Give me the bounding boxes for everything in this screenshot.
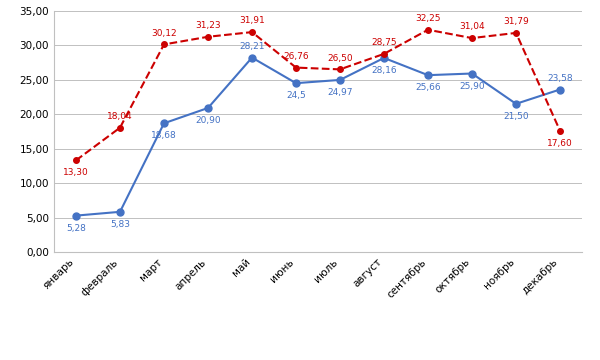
2011 — [73, 158, 80, 162]
Text: 5,28: 5,28 — [66, 224, 86, 233]
Text: 30,12: 30,12 — [151, 29, 177, 38]
Text: 25,90: 25,90 — [459, 81, 485, 90]
Text: 31,23: 31,23 — [195, 21, 221, 30]
2012 — [292, 81, 299, 85]
2012 — [116, 210, 124, 214]
2011 — [337, 67, 344, 72]
2012 — [73, 213, 80, 218]
2012 — [337, 78, 344, 82]
2011 — [205, 35, 212, 39]
2012 — [248, 55, 256, 60]
2012 — [469, 71, 476, 76]
2012 — [160, 121, 167, 125]
2012 — [205, 106, 212, 110]
2011 — [556, 129, 563, 133]
2012 — [424, 73, 431, 77]
2011 — [292, 66, 299, 70]
Text: 20,90: 20,90 — [195, 116, 221, 125]
2012 — [512, 102, 520, 106]
Text: 24,97: 24,97 — [327, 88, 353, 97]
Text: 28,16: 28,16 — [371, 66, 397, 75]
2011 — [512, 31, 520, 35]
Text: 5,83: 5,83 — [110, 220, 130, 229]
Text: 28,75: 28,75 — [371, 38, 397, 47]
Text: 26,76: 26,76 — [283, 52, 309, 61]
Line: 2012: 2012 — [73, 54, 563, 219]
Text: 31,91: 31,91 — [239, 17, 265, 26]
2012 — [380, 56, 388, 60]
Text: 32,25: 32,25 — [415, 14, 441, 23]
2011 — [160, 42, 167, 46]
Text: 21,50: 21,50 — [503, 112, 529, 121]
2011 — [424, 28, 431, 32]
Line: 2011: 2011 — [73, 27, 563, 163]
2011 — [248, 30, 256, 34]
Text: 17,60: 17,60 — [547, 139, 573, 148]
Text: 31,79: 31,79 — [503, 17, 529, 26]
Text: 24,5: 24,5 — [286, 91, 306, 100]
Text: 18,68: 18,68 — [151, 131, 177, 140]
Text: 13,30: 13,30 — [63, 168, 89, 177]
2011 — [116, 126, 124, 130]
2012 — [556, 87, 563, 92]
Text: 23,58: 23,58 — [547, 74, 573, 83]
Text: 25,66: 25,66 — [415, 83, 441, 92]
Text: 26,50: 26,50 — [327, 54, 353, 63]
Text: 31,04: 31,04 — [459, 22, 485, 31]
2011 — [469, 36, 476, 40]
2011 — [380, 52, 388, 56]
Text: 28,21: 28,21 — [239, 42, 265, 51]
Text: 18,04: 18,04 — [107, 112, 133, 121]
